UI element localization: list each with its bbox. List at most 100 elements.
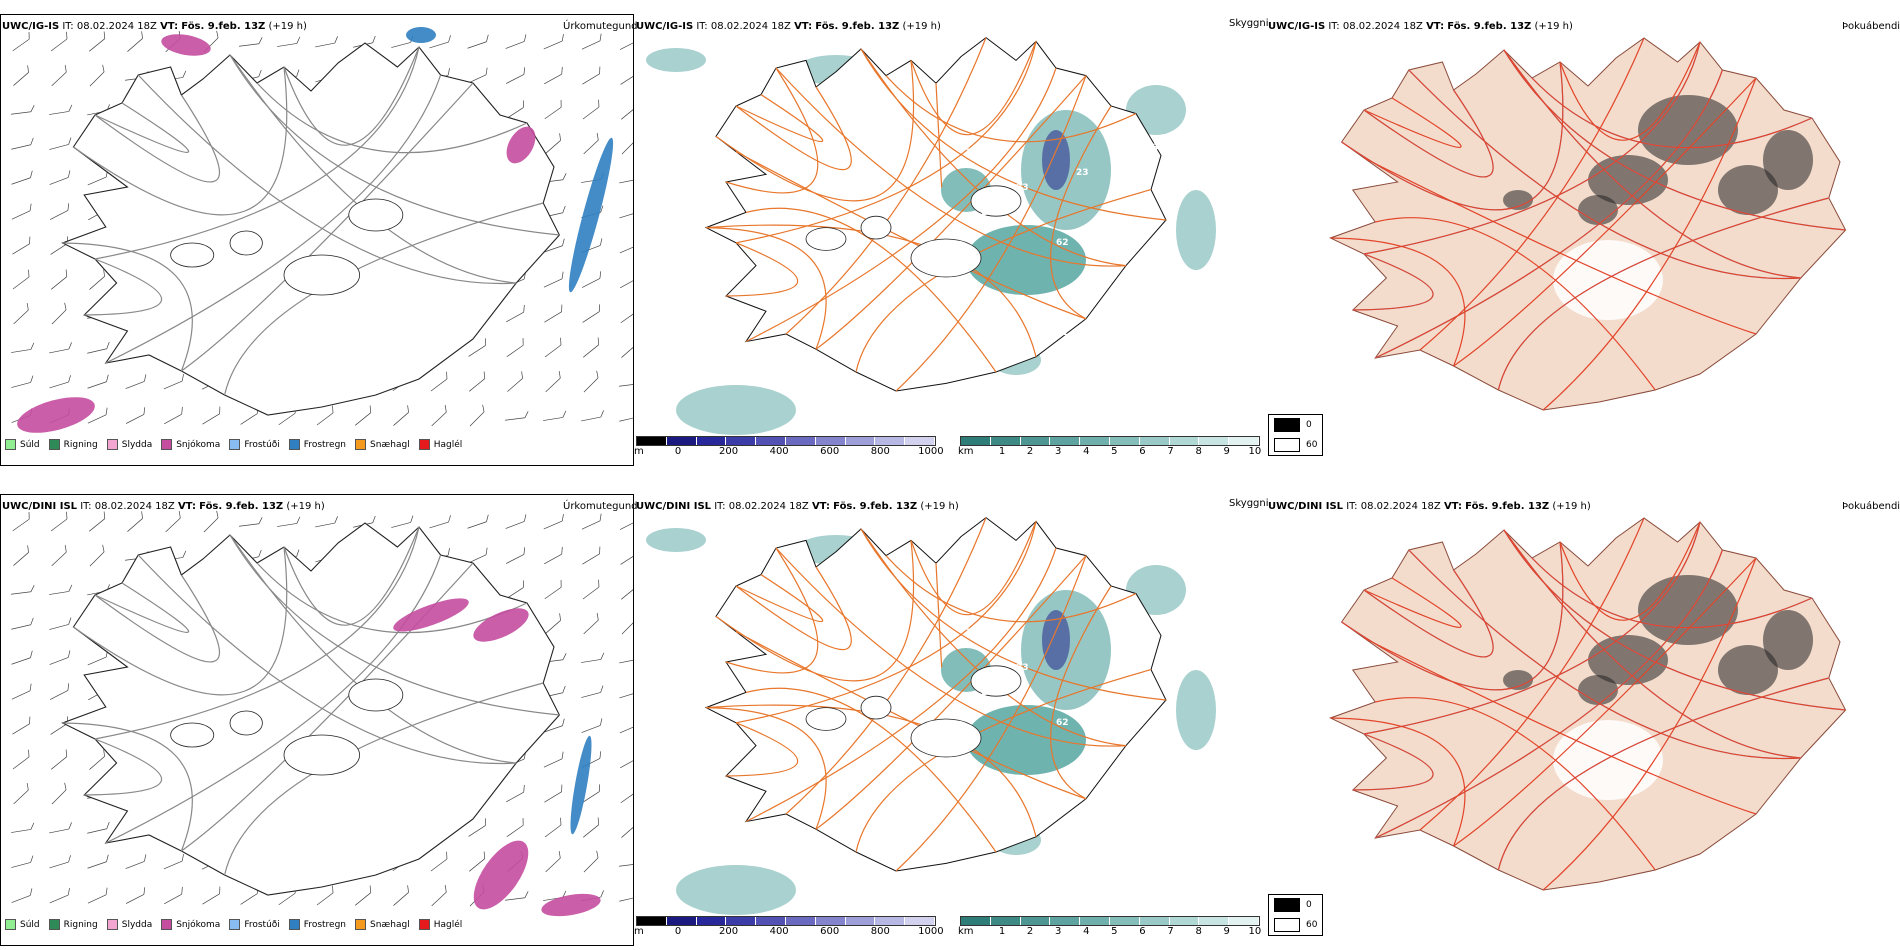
snow-area: [17, 397, 95, 433]
legend-item: Rigning: [48, 439, 98, 450]
legend-swatch: [106, 919, 118, 930]
snow-area: [541, 893, 601, 917]
legend-swatch: [229, 919, 241, 930]
cloudbase-bar-step: [637, 437, 667, 445]
fog-legend-swatch: [1274, 418, 1300, 432]
road-line: [105, 554, 442, 844]
road-line: [935, 563, 943, 668]
road-line: [105, 74, 442, 364]
wind-barb: [583, 817, 600, 838]
wind-barb: [315, 36, 338, 48]
cloud-map-row2: 26 23 23 62: [636, 510, 1266, 940]
glacier-outline: [229, 710, 263, 736]
glacier-outline: [805, 227, 847, 251]
wind-barb: [544, 66, 563, 85]
cloud-base-value-label: 23: [1016, 183, 1029, 193]
wind-barb: [89, 511, 106, 532]
precip-type-label-row2: Úrkomutegund: [563, 501, 638, 512]
cloudbase-bar-tick: 800: [870, 446, 890, 457]
wind-barb: [316, 405, 334, 426]
road-line: [1408, 69, 1801, 280]
wind-barb: [543, 33, 564, 50]
road-line: [735, 86, 852, 171]
visibility-bar-tick: 7: [1167, 446, 1174, 457]
wind-barb: [543, 718, 565, 733]
visibility-bar-tick: 10: [1248, 446, 1262, 457]
wind-barb: [12, 716, 31, 735]
legend-item: Snjókoma: [161, 439, 220, 450]
wind-barb: [543, 238, 565, 253]
visibility-bar-step: [990, 437, 1021, 445]
legend-swatch: [161, 439, 173, 450]
visibility-patch: [676, 865, 796, 915]
cloudbase-bar-step: [666, 917, 697, 925]
visibility-bar-tick: 3: [1054, 446, 1062, 457]
fog-index-shading: [1553, 720, 1663, 800]
legend-item: Haglél: [418, 439, 462, 450]
road-line: [1559, 41, 1701, 141]
cloudbase-bar-step: [845, 917, 876, 925]
glacier-outline: [283, 734, 360, 776]
cloudbase-bar-tick: 1000: [918, 926, 944, 937]
road-line: [860, 48, 1167, 221]
wind-barb: [544, 100, 562, 120]
visibility-label-row1: Skyggni: [1229, 18, 1269, 29]
wind-barb: [545, 613, 561, 634]
visibility-bar-step: [1109, 917, 1140, 925]
cloudbase-bar-boxes: [636, 436, 936, 446]
wind-barb: [125, 854, 147, 869]
iceland-coastline: [61, 42, 561, 416]
wind-barb: [49, 584, 73, 595]
cloudbase-bar-step: [845, 437, 876, 445]
iceland-coastline: [61, 522, 561, 896]
visibility-bar-tick: 2: [1026, 446, 1034, 457]
road-line: [910, 41, 1037, 136]
wind-barb: [544, 817, 562, 838]
cloudbase-bar-step: [696, 917, 727, 925]
road-line: [1531, 77, 1813, 149]
wind-barb: [163, 373, 184, 390]
wind-barb: [619, 416, 633, 422]
road-line: [785, 517, 987, 815]
road-line: [1363, 569, 1494, 658]
road-line: [910, 521, 1037, 616]
cloudbase-bar-step: [637, 917, 667, 925]
wind-barb: [505, 547, 526, 564]
snow-area: [473, 608, 529, 642]
wind-barb: [11, 170, 33, 185]
visibility-bar-tick: 6: [1139, 926, 1146, 937]
cloudbase-bar-step: [815, 917, 846, 925]
wind-barb: [11, 105, 35, 115]
legend-swatch: [161, 919, 173, 930]
precip-map-row1: Súld Rigning Slydda Snjókoma Frostúði Frostre…: [0, 14, 634, 466]
wind-barb: [316, 885, 334, 906]
fog-map-row1: [1268, 30, 1900, 460]
road-line: [745, 67, 1057, 343]
wind-barb: [12, 749, 30, 770]
wind-barb: [13, 783, 29, 805]
wind-barb: [619, 658, 633, 664]
cloud-base-value-label: 23: [1146, 143, 1159, 153]
road-line: [1352, 733, 1434, 791]
road-line: [735, 574, 824, 622]
visibility-bar-tick: 8: [1195, 926, 1202, 937]
wind-barb: [619, 896, 633, 902]
cloudbase-bar-step: [785, 437, 816, 445]
visibility-bar-step: [1199, 437, 1230, 445]
wind-barb: [621, 824, 633, 838]
fog-index-label-row1: Þokuábendi: [1842, 21, 1900, 32]
wind-barb: [429, 35, 451, 49]
precip-title-row1: UWC/IG-IS IT: 08.02.2024 18Z VT: Fös. 9.…: [2, 21, 307, 32]
road-line: [725, 242, 799, 297]
road-line: [94, 582, 190, 633]
visibility-bar-tick: 5: [1111, 446, 1118, 457]
wind-barb: [582, 784, 600, 803]
visibility-bar-tick: 9: [1223, 446, 1230, 457]
freezing-rain-area: [570, 735, 592, 835]
visibility-bar-tick: 6: [1139, 446, 1146, 457]
wind-barb: [393, 405, 409, 426]
legend-item: Snæhagl: [355, 439, 410, 450]
glacier-outline: [170, 242, 215, 268]
visibility-label-row2: Skyggni: [1229, 498, 1269, 509]
wind-barb: [87, 649, 108, 666]
